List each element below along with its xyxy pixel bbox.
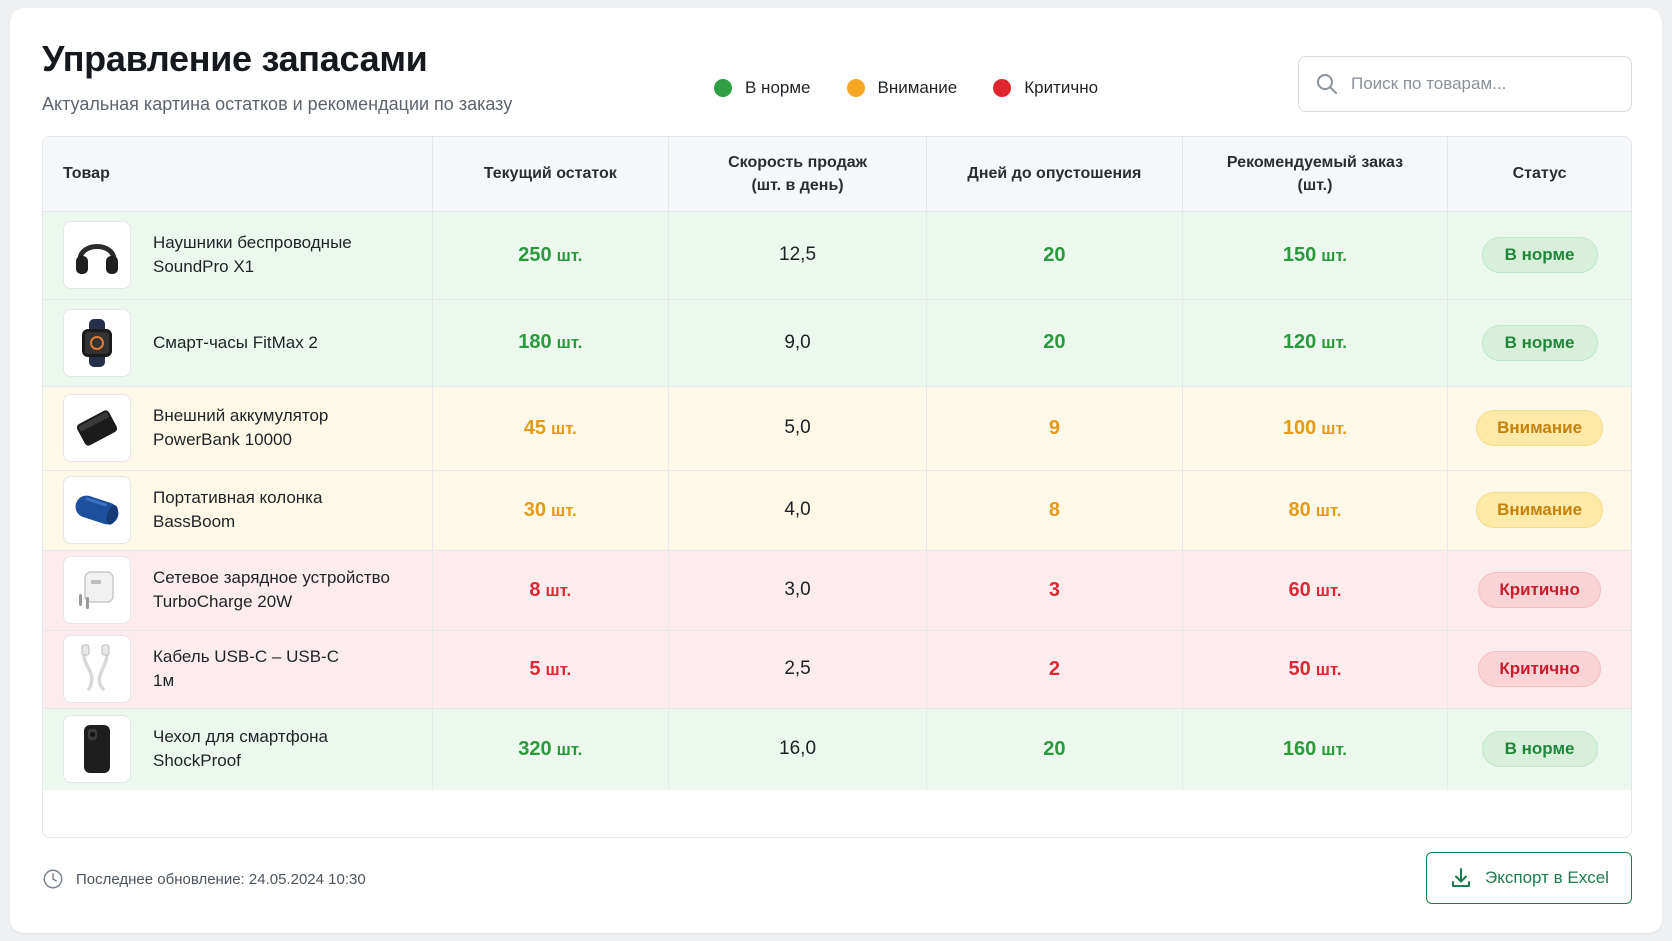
headphones-icon: [76, 244, 118, 274]
stock-value: 250 шт.: [518, 243, 583, 266]
status-badge: Внимание: [1476, 410, 1604, 446]
product-thumbnail: [63, 635, 131, 703]
sales-speed: 4,0: [784, 499, 811, 520]
column-header-stock[interactable]: Текущий остаток: [432, 137, 670, 212]
table-row[interactable]: Смарт-часы FitMax 2 180 шт. 9,0 20 120 шт.…: [43, 299, 1631, 387]
speaker-icon: [75, 495, 119, 525]
legend-dot-orange: [846, 79, 865, 97]
days-to-empty: 8: [1048, 498, 1060, 521]
product-name: Внешний аккумулятор PowerBank 10000: [153, 406, 329, 449]
table-row[interactable]: Чехол для смартфона ShockProof 320 шт. 16,…: [43, 708, 1631, 790]
phone-case-icon: [84, 725, 110, 774]
days-to-empty: 20: [1043, 331, 1066, 353]
inventory-card: Управление запасами Актуальная картина о…: [10, 8, 1662, 933]
column-header-speed[interactable]: Скорость продаж (шт. в день): [668, 137, 927, 212]
recommended-order: 160 шт.: [1282, 737, 1348, 760]
days-to-empty: 20: [1043, 243, 1066, 266]
export-excel-button[interactable]: Экспорт в Excel: [1426, 852, 1632, 904]
last-update-info: Последнее обновление: 24.05.2024 10:30: [42, 868, 366, 890]
page-title: Управление запасами: [42, 38, 428, 79]
stock-value: 30 шт.: [523, 498, 577, 521]
column-header-order-line2: (шт.): [1297, 176, 1333, 194]
product-name: Сетевое зарядное устройство TurboCharge 2…: [153, 568, 390, 611]
search-input[interactable]: [1351, 74, 1611, 94]
search-box[interactable]: [1298, 56, 1632, 112]
export-button-label: Экспорт в Excel: [1485, 868, 1609, 887]
sales-speed: 12,5: [779, 244, 817, 265]
days-to-empty: 3: [1048, 578, 1060, 601]
stock-value: 5 шт.: [529, 657, 572, 680]
sales-speed: 2,5: [784, 658, 811, 679]
inventory-table: Товар Текущий остаток Скорость продаж (ш…: [42, 136, 1632, 838]
product-name: Наушники беспроводные SoundPro X1: [153, 233, 352, 276]
page-subtitle: Актуальная картина остатков и рекомендац…: [42, 94, 513, 114]
last-update-text: Последнее обновление: 24.05.2024 10:30: [76, 870, 366, 888]
sales-speed: 16,0: [779, 738, 817, 760]
status-badge: В норме: [1481, 237, 1598, 273]
table-row[interactable]: Внешний аккумулятор PowerBank 10000 45 шт.…: [43, 386, 1631, 471]
stock-value: 320 шт.: [518, 737, 583, 760]
table-row[interactable]: Кабель USB-C – USB-C 1м 5 шт. 2,5 2 50 шт. …: [43, 630, 1631, 709]
status-legend: В норме Внимание Критично: [714, 78, 1134, 98]
column-header-speed-line1: Скорость продаж: [728, 153, 867, 171]
product-thumbnail: [63, 715, 131, 784]
product-thumbnail: [63, 394, 131, 462]
table-header-row: Товар Текущий остаток Скорость продаж (ш…: [43, 137, 1631, 212]
days-to-empty: 9: [1048, 416, 1060, 439]
product-thumbnail: [63, 476, 131, 544]
stock-value: 8 шт.: [529, 578, 572, 601]
product-name: Портативная колонка BassBoom: [153, 488, 323, 531]
legend-label: Внимание: [877, 78, 958, 97]
recommended-order: 80 шт.: [1288, 498, 1342, 521]
product-name: Смарт-часы FitMax 2: [153, 332, 318, 352]
column-header-order[interactable]: Рекомендуемый заказ (шт.): [1182, 137, 1449, 212]
product-name: Кабель USB-C – USB-C 1м: [153, 647, 339, 690]
stock-value: 45 шт.: [523, 416, 577, 439]
status-badge: В норме: [1481, 324, 1598, 361]
product-thumbnail: [63, 556, 131, 624]
clock-icon: [43, 869, 63, 889]
powerbank-icon: [76, 410, 118, 446]
table-row[interactable]: Наушники беспроводные SoundPro X1 250 шт. …: [43, 211, 1631, 300]
days-to-empty: 2: [1048, 657, 1060, 680]
product-name: Чехол для смартфона ShockProof: [153, 727, 329, 771]
recommended-order: 120 шт.: [1282, 331, 1348, 353]
legend-item-warn: Внимание: [846, 78, 958, 98]
recommended-order: 50 шт.: [1288, 657, 1342, 680]
status-badge: Внимание: [1476, 492, 1604, 528]
legend-item-ok: В норме: [714, 78, 811, 98]
legend-dot-red: [993, 79, 1012, 97]
sales-speed: 9,0: [784, 331, 811, 353]
charger-icon: [79, 571, 114, 609]
usb-cable-icon: [81, 644, 110, 691]
table-row[interactable]: Сетевое зарядное устройство TurboCharge 2…: [43, 550, 1631, 631]
product-thumbnail: [63, 308, 131, 377]
status-badge: Критично: [1478, 572, 1601, 608]
days-to-empty: 20: [1043, 737, 1066, 760]
smartwatch-icon: [82, 318, 112, 367]
column-header-status[interactable]: Статус: [1447, 137, 1631, 212]
search-icon: [1317, 74, 1337, 94]
status-badge: Критично: [1478, 651, 1601, 687]
legend-item-crit: Критично: [993, 78, 1098, 98]
status-badge: В норме: [1481, 731, 1598, 768]
legend-dot-green: [714, 79, 732, 97]
recommended-order: 60 шт.: [1288, 578, 1342, 601]
column-header-days[interactable]: Дней до опустошения: [926, 137, 1183, 212]
sales-speed: 5,0: [784, 417, 811, 438]
legend-label: Критично: [1024, 78, 1099, 97]
legend-label: В норме: [745, 78, 811, 97]
download-icon: [1452, 868, 1471, 887]
table-row[interactable]: Портативная колонка BassBoom 30 шт. 4,0 8 …: [43, 470, 1631, 551]
column-header-product[interactable]: Товар: [43, 137, 433, 212]
column-header-speed-line2: (шт. в день): [751, 176, 844, 194]
product-thumbnail: [63, 221, 131, 289]
recommended-order: 150 шт.: [1282, 243, 1348, 266]
stock-value: 180 шт.: [518, 331, 583, 353]
recommended-order: 100 шт.: [1282, 416, 1348, 439]
page-header: Управление запасами Актуальная картина о…: [42, 38, 512, 115]
sales-speed: 3,0: [784, 579, 811, 600]
column-header-order-line1: Рекомендуемый заказ: [1226, 153, 1404, 171]
